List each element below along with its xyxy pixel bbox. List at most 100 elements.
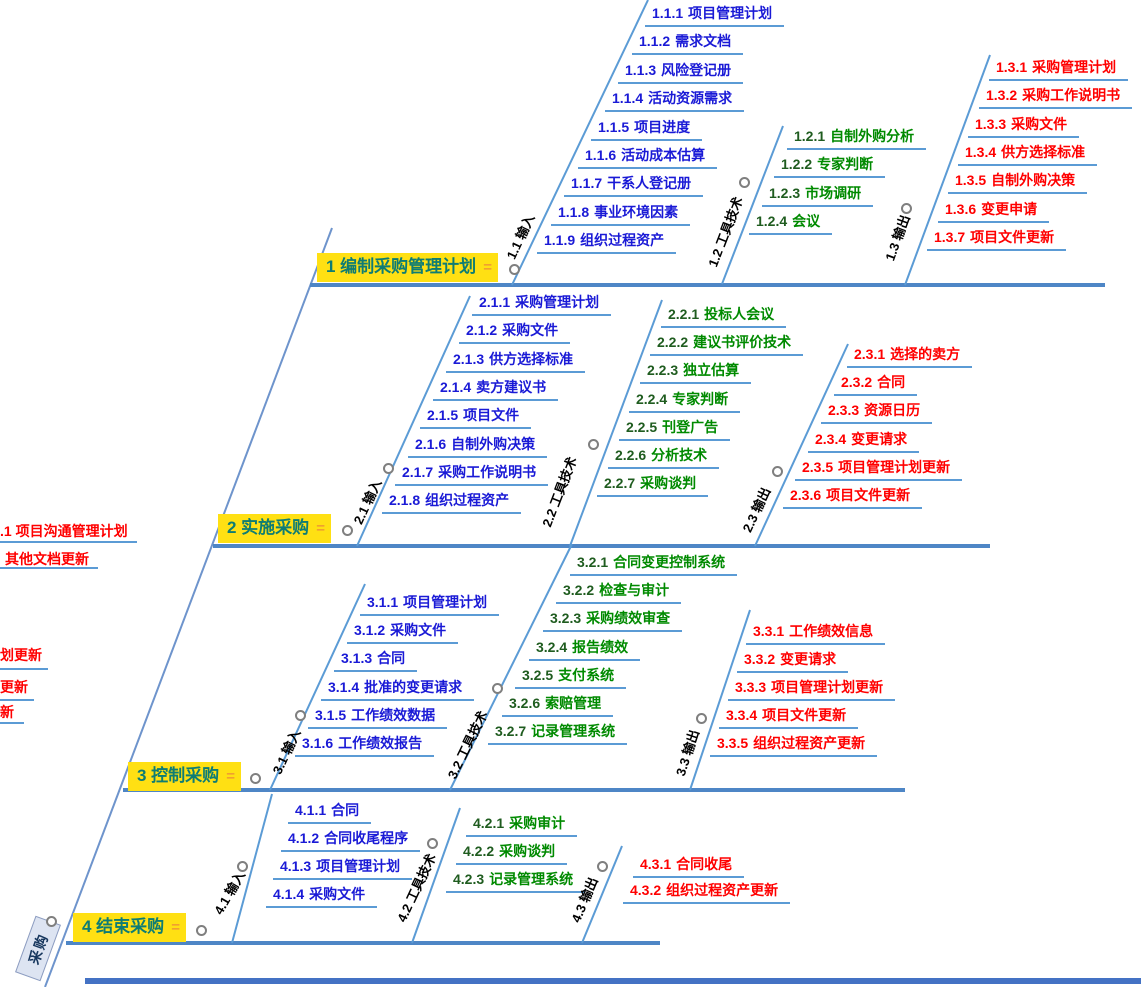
- topic-item-2.1.2[interactable]: 2.1.2 采购文件: [459, 322, 571, 344]
- topic-item-3.3.1[interactable]: 3.3.1 工作绩效信息: [746, 623, 886, 645]
- topic-item-1.1.7[interactable]: 1.1.7 干系人登记册: [564, 175, 704, 197]
- topic-item-3.2.6[interactable]: 3.2.6 索赔管理: [502, 695, 614, 717]
- topic-item-2.2.1[interactable]: 2.2.1 投标人会议: [661, 306, 787, 328]
- topic-item-2.2.7[interactable]: 2.2.7 采购谈判: [597, 475, 709, 497]
- topic-item-1.2.4[interactable]: 1.2.4 会议: [749, 213, 833, 235]
- topic-item-2.3.2[interactable]: 2.3.2 合同: [834, 374, 918, 396]
- topic-item-4.2.1[interactable]: 4.2.1 采购审计: [466, 815, 578, 837]
- notes-icon[interactable]: =: [483, 259, 492, 276]
- topic-item-1.1.3[interactable]: 1.1.3 风险登记册: [618, 62, 744, 84]
- edge-item-2[interactable]: 划更新: [0, 647, 42, 663]
- topic-item-1.2.2[interactable]: 1.2.2 专家判断: [774, 156, 886, 178]
- topic-item-4.2.3[interactable]: 4.2.3 记录管理系统: [446, 871, 586, 893]
- process-header-4[interactable]: 4 结束采购 =: [73, 913, 186, 942]
- topic-item-3.1.1[interactable]: 3.1.1 项目管理计划: [360, 594, 500, 616]
- topic-item-2.1.6[interactable]: 2.1.6 自制外购决策: [408, 436, 548, 458]
- topic-item-4.1.1[interactable]: 4.1.1 合同: [288, 802, 372, 824]
- collapse-handle-5[interactable]: [588, 439, 599, 450]
- collapse-handle-8[interactable]: [295, 710, 306, 721]
- topic-item-3.2.1[interactable]: 3.2.1 合同变更控制系统: [570, 554, 738, 576]
- topic-item-2.3.4[interactable]: 2.3.4 变更请求: [808, 431, 920, 453]
- topic-item-2.3.3[interactable]: 2.3.3 资源日历: [821, 402, 933, 424]
- collapse-handle-14[interactable]: [597, 861, 608, 872]
- topic-item-1.2.3[interactable]: 1.2.3 市场调研: [762, 185, 874, 207]
- topic-item-2.1.5[interactable]: 2.1.5 项目文件: [420, 407, 532, 429]
- topic-item-2.1.8[interactable]: 2.1.8 组织过程资产: [382, 492, 522, 514]
- topic-item-1.3.6[interactable]: 1.3.6 变更申请: [938, 201, 1050, 223]
- topic-item-4.3.1[interactable]: 4.3.1 合同收尾: [633, 856, 745, 878]
- topic-item-2.2.5[interactable]: 2.2.5 刊登广告: [619, 419, 731, 441]
- collapse-handle-10[interactable]: [696, 713, 707, 724]
- topic-item-3.2.2[interactable]: 3.2.2 检查与审计: [556, 582, 682, 604]
- topic-item-4.2.2[interactable]: 4.2.2 采购谈判: [456, 843, 568, 865]
- collapse-handle-4[interactable]: [383, 463, 394, 474]
- topic-item-4.3.2[interactable]: 4.3.2 组织过程资产更新: [623, 882, 791, 904]
- collapse-handle-7[interactable]: [250, 773, 261, 784]
- collapse-handle-12[interactable]: [237, 861, 248, 872]
- process-header-1[interactable]: 1 编制采购管理计划 =: [317, 253, 498, 282]
- topic-label: 采购审计: [509, 815, 566, 831]
- topic-item-4.1.3[interactable]: 4.1.3 项目管理计划: [273, 858, 413, 880]
- topic-item-2.1.3[interactable]: 2.1.3 供方选择标准: [446, 351, 586, 373]
- topic-item-1.2.1[interactable]: 1.2.1 自制外购分析: [787, 128, 927, 150]
- process-header-2[interactable]: 2 实施采购 =: [218, 514, 331, 543]
- collapse-handle-1[interactable]: [739, 177, 750, 188]
- topic-item-2.3.5[interactable]: 2.3.5 项目管理计划更新: [795, 459, 963, 481]
- process-header-3[interactable]: 3 控制采购 =: [128, 762, 241, 791]
- topic-item-2.2.2[interactable]: 2.2.2 建议书评价技术: [650, 334, 804, 356]
- edge-item-1[interactable]: 其他文档更新: [5, 551, 89, 567]
- topic-item-2.1.4[interactable]: 2.1.4 卖方建议书: [433, 379, 559, 401]
- topic-item-4.1.2[interactable]: 4.1.2 合同收尾程序: [281, 830, 421, 852]
- notes-icon[interactable]: =: [171, 919, 180, 936]
- topic-item-1.1.9[interactable]: 1.1.9 组织过程资产: [537, 232, 677, 254]
- topic-label: 项目管理计划: [316, 858, 401, 874]
- notes-icon[interactable]: =: [226, 768, 235, 785]
- topic-item-1.3.3[interactable]: 1.3.3 采购文件: [968, 116, 1080, 138]
- edge-item-3[interactable]: 更新: [0, 679, 28, 695]
- collapse-handle-15[interactable]: [46, 916, 57, 927]
- topic-item-2.1.1[interactable]: 2.1.1 采购管理计划: [472, 294, 612, 316]
- topic-item-3.2.7[interactable]: 3.2.7 记录管理系统: [488, 723, 628, 745]
- topic-item-1.3.1[interactable]: 1.3.1 采购管理计划: [989, 59, 1129, 81]
- topic-item-2.1.7[interactable]: 2.1.7 采购工作说明书: [395, 464, 549, 486]
- topic-item-1.3.4[interactable]: 1.3.4 供方选择标准: [958, 144, 1098, 166]
- collapse-handle-6[interactable]: [772, 466, 783, 477]
- collapse-handle-11[interactable]: [196, 925, 207, 936]
- topic-item-2.2.4[interactable]: 2.2.4 专家判断: [629, 391, 741, 413]
- collapse-handle-13[interactable]: [427, 838, 438, 849]
- collapse-handle-9[interactable]: [492, 683, 503, 694]
- topic-item-3.2.4[interactable]: 3.2.4 报告绩效: [529, 639, 641, 661]
- edge-item-4[interactable]: 新: [0, 704, 14, 720]
- topic-label: 项目文件更新: [762, 707, 847, 723]
- topic-item-3.1.2[interactable]: 3.1.2 采购文件: [347, 622, 459, 644]
- topic-item-3.1.6[interactable]: 3.1.6 工作绩效报告: [295, 735, 435, 757]
- topic-item-3.1.5[interactable]: 3.1.5 工作绩效数据: [308, 707, 448, 729]
- topic-item-3.2.5[interactable]: 3.2.5 支付系统: [515, 667, 627, 689]
- topic-item-2.3.1[interactable]: 2.3.1 选择的卖方: [847, 346, 973, 368]
- collapse-handle-3[interactable]: [342, 525, 353, 536]
- topic-item-3.3.3[interactable]: 3.3.3 项目管理计划更新: [728, 679, 896, 701]
- collapse-handle-2[interactable]: [901, 203, 912, 214]
- topic-item-2.2.6[interactable]: 2.2.6 分析技术: [608, 447, 720, 469]
- topic-item-4.1.4[interactable]: 4.1.4 采购文件: [266, 886, 378, 908]
- topic-item-1.1.5[interactable]: 1.1.5 项目进度: [591, 119, 703, 141]
- topic-item-1.1.4[interactable]: 1.1.4 活动资源需求: [605, 90, 745, 112]
- topic-item-1.1.6[interactable]: 1.1.6 活动成本估算: [578, 147, 718, 169]
- topic-item-2.2.3[interactable]: 2.2.3 独立估算: [640, 362, 752, 384]
- topic-item-1.1.8[interactable]: 1.1.8 事业环境因素: [551, 204, 691, 226]
- topic-item-1.1.2[interactable]: 1.1.2 需求文档: [632, 33, 744, 55]
- notes-icon[interactable]: =: [316, 520, 325, 537]
- topic-item-3.3.5[interactable]: 3.3.5 组织过程资产更新: [710, 735, 878, 757]
- topic-item-3.2.3[interactable]: 3.2.3 采购绩效审查: [543, 610, 683, 632]
- topic-item-3.3.2[interactable]: 3.3.2 变更请求: [737, 651, 849, 673]
- topic-item-3.1.4[interactable]: 3.1.4 批准的变更请求: [321, 679, 475, 701]
- topic-item-2.3.6[interactable]: 2.3.6 项目文件更新: [783, 487, 923, 509]
- topic-item-3.3.4[interactable]: 3.3.4 项目文件更新: [719, 707, 859, 729]
- topic-item-3.1.3[interactable]: 3.1.3 合同: [334, 650, 418, 672]
- topic-item-1.3.5[interactable]: 1.3.5 自制外购决策: [948, 172, 1088, 194]
- collapse-handle-0[interactable]: [509, 264, 520, 275]
- edge-item-0[interactable]: .1 项目沟通管理计划: [0, 523, 128, 539]
- topic-item-1.3.7[interactable]: 1.3.7 项目文件更新: [927, 229, 1067, 251]
- topic-item-1.1.1[interactable]: 1.1.1 项目管理计划: [645, 5, 785, 27]
- topic-item-1.3.2[interactable]: 1.3.2 采购工作说明书: [979, 87, 1133, 109]
